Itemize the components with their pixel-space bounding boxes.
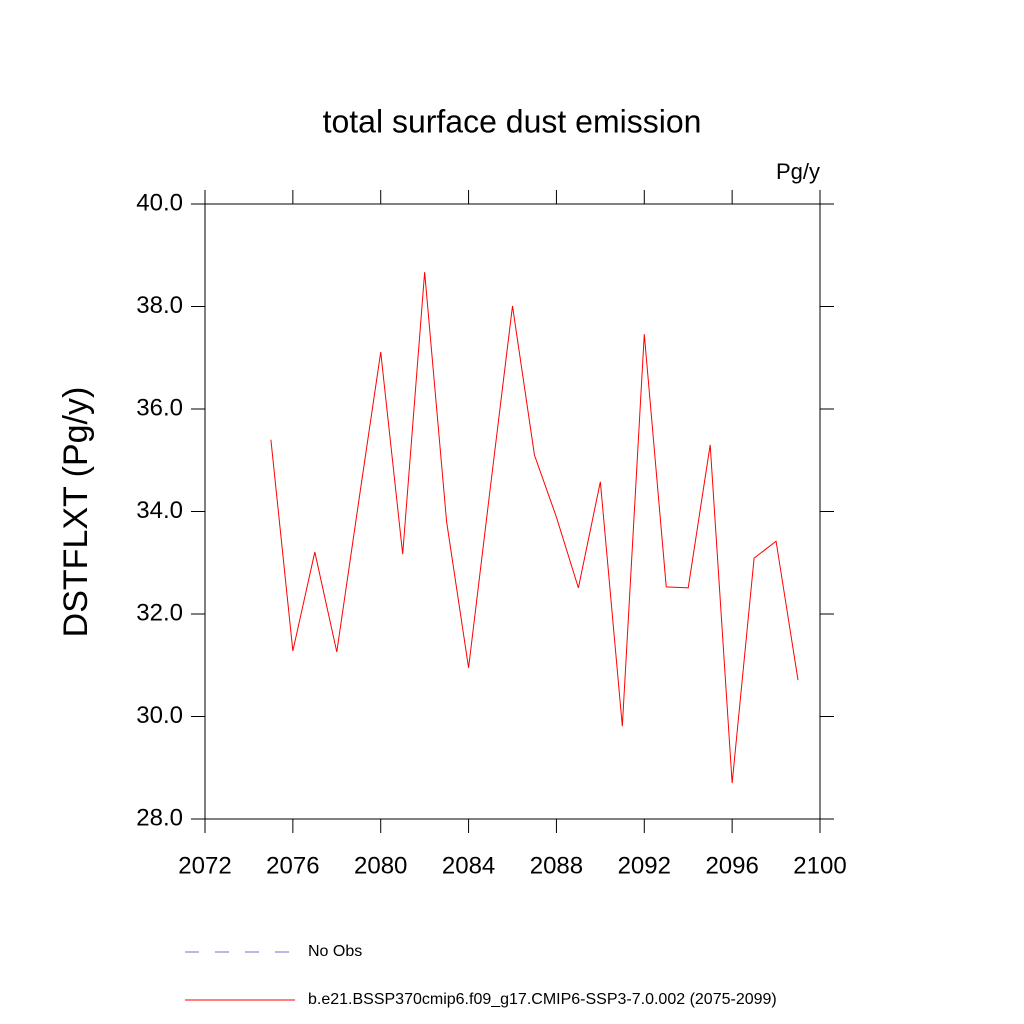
- x-tick-label: 2080: [354, 852, 407, 879]
- y-axis-label: DSTFLXT (Pg/y): [57, 387, 95, 638]
- y-tick-label: 40.0: [136, 189, 183, 216]
- x-tick-label: 2076: [266, 852, 319, 879]
- y-tick-label: 30.0: [136, 702, 183, 729]
- x-tick-label: 2072: [178, 852, 231, 879]
- x-tick-label: 2100: [793, 852, 846, 879]
- y-tick-label: 32.0: [136, 599, 183, 626]
- units-label: Pg/y: [776, 159, 820, 184]
- x-tick-label: 2084: [442, 852, 495, 879]
- plot-frame: [204, 203, 821, 820]
- chart-title: total surface dust emission: [323, 103, 702, 139]
- legend-label: b.e21.BSSP370cmip6.f09_g17.CMIP6-SSP3-7.…: [308, 991, 777, 1008]
- y-tick-label: 34.0: [136, 497, 183, 524]
- y-tick-label: 36.0: [136, 394, 183, 421]
- x-tick-label: 2088: [530, 852, 583, 879]
- y-tick-label: 28.0: [136, 804, 183, 831]
- x-tick-label: 2096: [705, 852, 758, 879]
- data-line: [270, 272, 799, 784]
- x-tick-label: 2092: [618, 852, 671, 879]
- y-tick-label: 38.0: [136, 292, 183, 319]
- legend-label: No Obs: [308, 943, 362, 960]
